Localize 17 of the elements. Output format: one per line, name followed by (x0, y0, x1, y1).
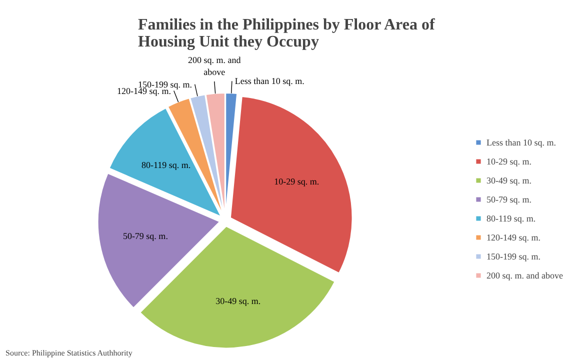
category-label: 200 sq. m. and above (188, 54, 241, 78)
slice-label: 30-49 sq. m. (216, 296, 261, 306)
slice-label: Less than 10 sq. m. (234, 76, 304, 86)
legend-label: 150-199 sq. m. (486, 251, 540, 261)
slice-label: 80-119 sq. m. (141, 160, 191, 170)
legend-label: 80-119 sq. m. (486, 213, 536, 223)
slice-label: 50-79 sq. m. (122, 230, 168, 241)
legend-label: 50-79 sq. m. (486, 194, 532, 204)
legend-label: Less than 10 sq. m. (486, 137, 556, 147)
legend-label: 30-49 sq. m. (486, 175, 532, 185)
chart-title: Families in the Philippines by Floor Area of Housing Unit they Occupy (138, 16, 436, 50)
slice-label: 10-29 sq. m. (274, 176, 320, 186)
legend-label: 10-29 sq. m. (486, 156, 532, 166)
legend-label: 200 sq. m. and above (486, 270, 563, 280)
legend-label: 120-149 sq. m. (486, 232, 540, 242)
source-note: Source: Philippine Statistics Authhority (6, 348, 132, 358)
slice-label: 150-199 sq. m. (138, 79, 192, 90)
